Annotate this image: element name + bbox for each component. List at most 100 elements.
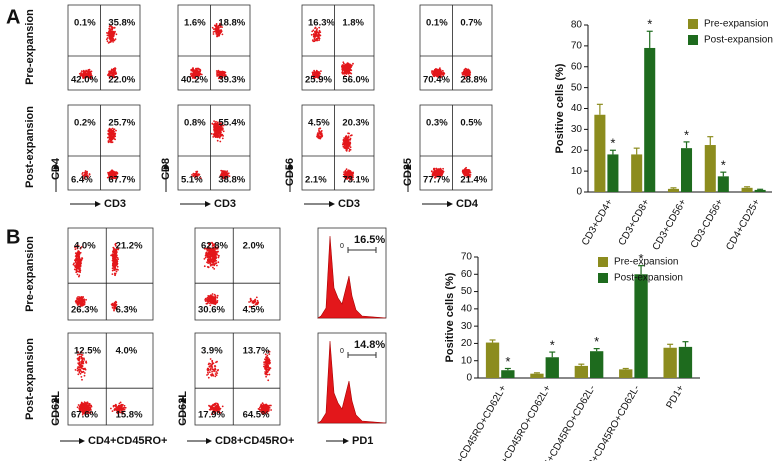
event-dot xyxy=(214,256,216,258)
event-dot xyxy=(76,260,78,262)
event-dot xyxy=(115,252,117,254)
event-dot xyxy=(270,409,272,411)
quadrant-percent: 0.1% xyxy=(74,18,96,29)
event-dot xyxy=(84,375,86,377)
event-dot xyxy=(212,301,214,303)
event-dot xyxy=(345,142,347,144)
gate-label: 0 xyxy=(340,243,344,250)
event-dot xyxy=(124,405,126,407)
event-dot xyxy=(468,69,470,71)
event-dot xyxy=(89,71,91,73)
event-dot xyxy=(216,374,218,376)
event-dot xyxy=(211,364,213,366)
event-dot xyxy=(115,263,117,265)
event-dot xyxy=(267,379,269,381)
event-dot xyxy=(348,133,350,135)
event-dot xyxy=(214,260,216,262)
event-dot xyxy=(116,33,118,35)
event-dot xyxy=(347,147,349,149)
event-dot xyxy=(320,135,322,137)
event-dot xyxy=(109,38,111,40)
quadrant-percent: 30.6% xyxy=(198,305,225,316)
event-dot xyxy=(248,301,250,303)
event-dot xyxy=(114,258,116,260)
event-dot xyxy=(218,33,220,35)
event-dot xyxy=(352,63,354,65)
event-dot xyxy=(311,34,313,36)
event-dot xyxy=(346,168,348,170)
event-dot xyxy=(259,407,261,409)
event-dot xyxy=(86,362,88,364)
event-dot xyxy=(76,300,78,302)
event-dot xyxy=(195,71,197,73)
row-label: Post-expansion xyxy=(24,338,36,420)
y-axis-label: CD62L xyxy=(177,391,189,426)
event-dot xyxy=(216,24,218,26)
event-dot xyxy=(110,255,112,257)
event-dot xyxy=(74,260,76,262)
event-dot xyxy=(349,67,351,69)
event-dot xyxy=(318,39,320,41)
event-dot xyxy=(113,260,115,262)
event-dot xyxy=(111,33,113,35)
event-dot xyxy=(218,255,220,257)
event-dot xyxy=(86,406,88,408)
event-dot xyxy=(108,32,110,34)
event-dot xyxy=(256,297,258,299)
event-dot xyxy=(112,273,114,275)
quadrant-percent: 40.2% xyxy=(181,75,208,86)
event-dot xyxy=(214,367,216,369)
event-dot xyxy=(214,294,216,296)
event-dot xyxy=(212,297,214,299)
quadrant-percent: 21.4% xyxy=(460,175,487,186)
event-dot xyxy=(79,372,81,374)
event-dot xyxy=(213,120,215,122)
quadrant-percent: 6.4% xyxy=(71,175,93,186)
event-dot xyxy=(79,268,81,270)
event-dot xyxy=(347,170,349,172)
quadrant-percent: 4.5% xyxy=(308,118,330,129)
event-dot xyxy=(345,171,347,173)
event-dot xyxy=(349,139,351,141)
event-dot xyxy=(116,271,118,273)
event-dot xyxy=(74,269,76,271)
event-dot xyxy=(344,144,346,146)
event-dot xyxy=(266,371,268,373)
event-dot xyxy=(210,255,212,257)
event-dot xyxy=(110,35,112,37)
event-dot xyxy=(114,266,116,268)
event-dot xyxy=(125,407,127,409)
quadrant-percent: 77.7% xyxy=(423,175,450,186)
event-dot xyxy=(209,369,211,371)
event-dot xyxy=(83,361,85,363)
event-dot xyxy=(213,28,215,30)
event-dot xyxy=(113,135,115,137)
event-dot xyxy=(112,39,114,41)
quadrant-percent: 22.0% xyxy=(108,75,135,86)
event-dot xyxy=(206,298,208,300)
event-dot xyxy=(264,368,266,370)
event-dot xyxy=(83,358,85,360)
event-dot xyxy=(319,38,321,40)
event-dot xyxy=(213,268,215,270)
event-dot xyxy=(78,369,80,371)
quadrant-percent: 13.7% xyxy=(243,346,270,357)
event-dot xyxy=(212,267,214,269)
event-dot xyxy=(217,140,219,142)
event-dot xyxy=(214,365,216,367)
event-dot xyxy=(265,406,267,408)
quadrant-percent: 0.3% xyxy=(426,118,448,129)
event-dot xyxy=(114,268,116,270)
event-dot xyxy=(81,376,83,378)
event-dot xyxy=(261,405,263,407)
event-dot xyxy=(213,254,215,256)
event-dot xyxy=(110,139,112,141)
y-tick-label: 0 xyxy=(576,187,582,198)
event-dot xyxy=(268,369,270,371)
event-dot xyxy=(439,170,441,172)
quadrant-percent: 67.6% xyxy=(71,410,98,421)
event-dot xyxy=(442,168,444,170)
event-dot xyxy=(319,30,321,32)
event-dot xyxy=(209,263,211,265)
